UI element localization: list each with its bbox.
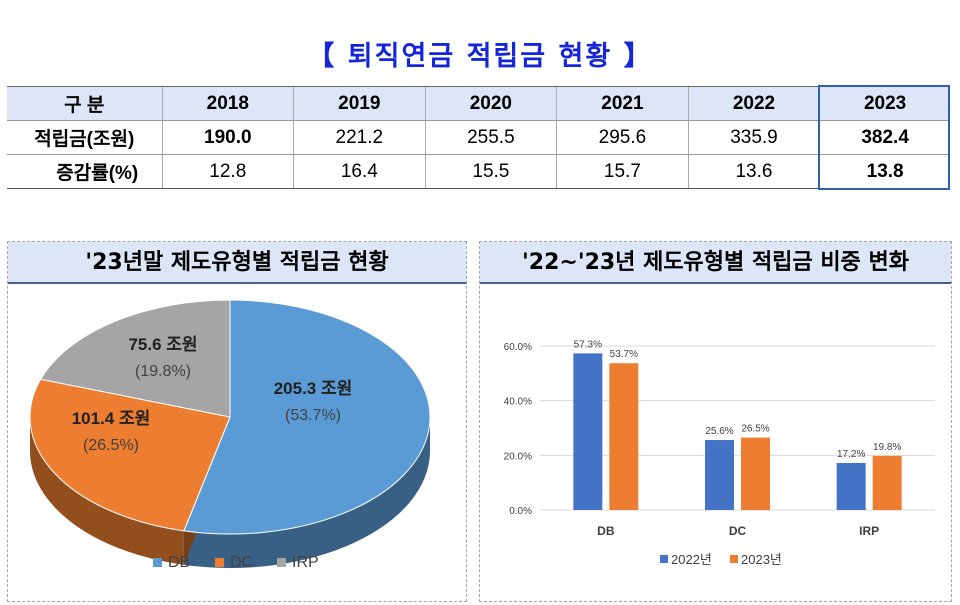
bar-data-label: 19.8% xyxy=(873,442,901,453)
pie-slice-irp xyxy=(39,299,231,418)
table-header-row: 구 분 2018 2019 2020 2021 2022 2023 xyxy=(7,86,950,121)
pie-chart: 205.3 조원 (53.7%) 101.4 조원 (26.5%) 75.6 조원 (19… xyxy=(29,299,431,571)
table-header-year: 2021 xyxy=(556,86,689,121)
legend-label-series: 2022년 xyxy=(671,552,712,567)
pie-percent-label: (26.5%) xyxy=(83,437,139,454)
legend-swatch-series xyxy=(730,555,738,563)
pie-percent-label: (53.7%) xyxy=(285,407,341,424)
table-cell: 15.7 xyxy=(556,154,689,189)
legend-swatch-db xyxy=(153,558,162,567)
table-header-category: 구 분 xyxy=(7,86,162,121)
bar-data-label: 53.7% xyxy=(610,349,638,360)
table-cell: 16.4 xyxy=(293,154,426,189)
pie-percent-label: (19.8%) xyxy=(135,363,191,380)
table-cell: 13.6 xyxy=(687,154,820,189)
bar-db-0 xyxy=(573,353,603,510)
table-cell: 12.8 xyxy=(161,154,294,189)
table-header-year: 2020 xyxy=(424,86,557,121)
row-label: 증감률(%) xyxy=(7,154,162,189)
bar-data-label: 26.5% xyxy=(741,424,769,435)
pie-value-label: 205.3 조원 xyxy=(274,379,353,398)
legend-label-series: 2023년 xyxy=(741,552,782,567)
x-tick-label: DB xyxy=(597,524,615,538)
pie-slice-side-db xyxy=(183,417,430,568)
pie-chart-panel: '23년말 제도유형별 적립금 현황 205.3 조원 (53.7%) 101.4 … xyxy=(7,241,467,602)
pie-slice-db xyxy=(183,299,431,535)
table-cell: 15.5 xyxy=(424,154,557,189)
table-header-year: 2022 xyxy=(687,86,820,121)
bar-chart-panel: '22~'23년 제도유형별 적립금 비중 변화 0.0% 20.0% 40.0% 6… xyxy=(479,241,952,602)
table-cell: 221.2 xyxy=(293,120,426,155)
legend-swatch-irp xyxy=(277,558,286,567)
table-cell: 190.0 xyxy=(161,120,294,155)
table-cell: 255.5 xyxy=(424,120,557,155)
bar-db-1 xyxy=(609,363,639,510)
bar-data-label: 57.3% xyxy=(574,339,602,350)
row-label: 적립금(조원) xyxy=(7,120,162,155)
bar-data-label: 17.2% xyxy=(837,449,865,460)
y-tick-label: 20.0% xyxy=(504,451,532,462)
table-header-year: 2018 xyxy=(161,86,294,121)
table-cell: 382.4 xyxy=(819,120,950,155)
table-cell: 13.8 xyxy=(819,154,950,189)
bar-irp-1 xyxy=(872,455,902,510)
pie-chart-title: '23년말 제도유형별 적립금 현황 xyxy=(8,242,466,284)
legend-label-irp: IRP xyxy=(292,554,319,571)
legend-label-dc: DC xyxy=(230,554,253,571)
retirement-pension-table: 구 분 2018 2019 2020 2021 2022 2023 적립금(조원… xyxy=(7,86,950,189)
bar-chart: 0.0% 20.0% 40.0% 60.0% 57.3% 53.7% DB 25.6% 26.5… xyxy=(504,339,935,567)
table-header-year: 2023 xyxy=(819,86,950,121)
pie-slice-side-dc xyxy=(30,417,184,565)
legend-swatch-dc xyxy=(215,558,224,567)
table-header-year: 2019 xyxy=(293,86,426,121)
legend-label-db: DB xyxy=(168,554,190,571)
table-row: 증감률(%) 12.8 16.4 15.5 15.7 13.6 13.8 xyxy=(7,154,950,189)
y-tick-label: 60.0% xyxy=(504,342,532,353)
legend-swatch-series xyxy=(660,555,668,563)
table-row: 적립금(조원) 190.0 221.2 255.5 295.6 335.9 38… xyxy=(7,120,950,155)
x-tick-label: DC xyxy=(729,524,747,538)
pie-value-label: 101.4 조원 xyxy=(72,409,151,428)
pie-slice-dc xyxy=(29,378,231,532)
bar-data-label: 25.6% xyxy=(705,426,733,437)
bar-dc-0 xyxy=(705,440,734,510)
bar-chart-title: '22~'23년 제도유형별 적립금 비중 변화 xyxy=(480,242,951,284)
bar-irp-0 xyxy=(836,462,866,510)
bar-dc-1 xyxy=(741,437,770,510)
y-tick-label: 40.0% xyxy=(504,397,532,408)
y-tick-label: 0.0% xyxy=(509,506,532,517)
pie-value-label: 75.6 조원 xyxy=(128,335,197,354)
table-cell: 295.6 xyxy=(556,120,689,155)
x-tick-label: IRP xyxy=(859,524,879,538)
table-cell: 335.9 xyxy=(687,120,820,155)
page-title: 【 퇴직연금 적립금 현황 】 xyxy=(307,41,653,72)
